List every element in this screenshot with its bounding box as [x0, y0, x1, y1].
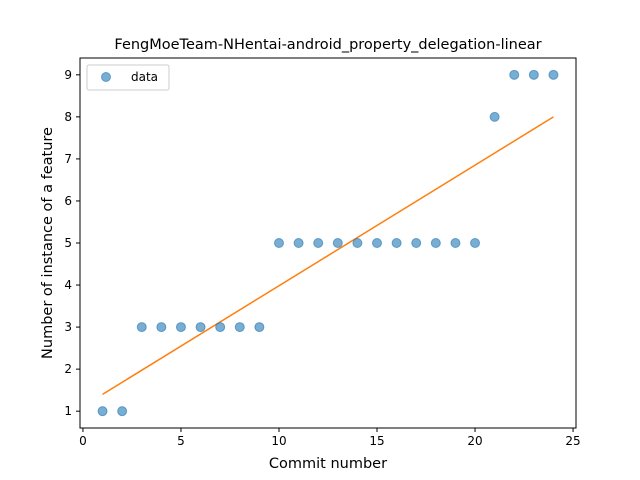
data-point: [450, 238, 461, 248]
x-tick-label: 5: [177, 434, 185, 448]
y-tick-label: 5: [64, 236, 72, 250]
y-tick-label: 1: [64, 404, 72, 418]
y-tick-label: 6: [64, 194, 72, 208]
x-tick-label: 10: [271, 434, 286, 448]
x-tick-label: 25: [565, 434, 580, 448]
y-tick-label: 8: [64, 110, 72, 124]
x-axis-ticks: 0 5 10 15 20 25: [79, 428, 581, 448]
data-point: [117, 406, 128, 417]
fit-line-layer: [102, 116, 554, 396]
data-point: [254, 322, 265, 333]
data-point: [175, 322, 186, 333]
x-tick-label: 15: [369, 434, 384, 448]
data-point: [313, 238, 324, 248]
data-point: [332, 238, 343, 248]
legend: data: [86, 64, 170, 91]
data-point: [489, 111, 500, 122]
y-tick-label: 4: [64, 278, 72, 292]
legend-box: [86, 64, 170, 91]
data-points: [97, 69, 559, 417]
y-tick-label: 7: [64, 152, 72, 166]
x-tick-label: 20: [467, 434, 482, 448]
chart-title: FengMoeTeam-NHentai-android_property_del…: [114, 37, 541, 53]
data-point: [234, 322, 245, 333]
x-tick-label: 0: [79, 434, 87, 448]
x-axis-label: Commit number: [269, 456, 387, 472]
data-point: [136, 322, 147, 333]
data-point: [273, 238, 284, 248]
data-point: [293, 238, 304, 248]
data-point: [470, 238, 481, 248]
data-point: [548, 69, 559, 80]
data-point: [195, 322, 206, 333]
data-point: [411, 238, 422, 248]
plot-area: [79, 57, 577, 429]
legend-marker: [101, 72, 111, 82]
data-point: [528, 69, 539, 80]
data-point: [156, 322, 167, 333]
data-point: [372, 238, 383, 248]
data-point: [509, 69, 520, 80]
y-axis-ticks: 1 2 3 4 5 6 7 8 9: [64, 68, 80, 418]
y-axis-label: Number of instance of a feature: [40, 127, 56, 359]
data-point: [430, 238, 441, 248]
data-point: [391, 238, 402, 248]
y-tick-label: 2: [64, 362, 72, 376]
data-point: [352, 238, 363, 248]
data-point: [97, 406, 108, 417]
data-point: [215, 322, 226, 333]
y-tick-label: 3: [64, 320, 72, 334]
y-tick-label: 9: [64, 68, 72, 82]
legend-label-data: data: [131, 70, 158, 84]
fit-line: [102, 116, 554, 396]
